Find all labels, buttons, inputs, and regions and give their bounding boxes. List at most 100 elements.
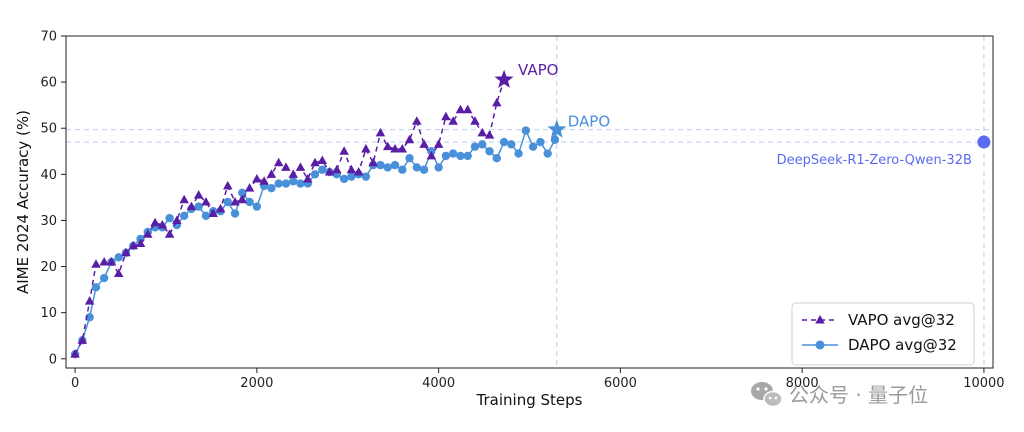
dapo-point	[507, 140, 516, 149]
legend-label-vapo: VAPO avg@32	[848, 311, 955, 329]
vapo-point	[462, 104, 473, 114]
dapo-point	[550, 135, 560, 144]
y-tick-label: 10	[40, 306, 57, 321]
x-tick-label: 0	[71, 376, 79, 391]
dapo-point	[383, 163, 392, 172]
legend-marker-vapo	[815, 315, 825, 324]
legend-item-vapo: VAPO avg@32	[802, 311, 955, 329]
dapo-point	[230, 209, 240, 218]
vapo-point	[332, 164, 342, 174]
vapo-point	[375, 127, 386, 137]
dapo-point	[201, 211, 211, 221]
vapo-point	[310, 157, 320, 167]
vapo-line	[74, 79, 505, 355]
dapo-point	[179, 211, 189, 221]
vapo-point	[346, 164, 357, 174]
dapo-point	[318, 165, 327, 174]
dapo-point	[528, 142, 538, 151]
dapo-point	[223, 197, 232, 207]
dapo-point	[347, 172, 356, 181]
legend-item-dapo: DAPO avg@32	[802, 336, 957, 354]
series-layer	[70, 69, 991, 359]
vapo-point	[404, 134, 415, 144]
vapo-point	[470, 116, 480, 125]
dapo-point	[412, 163, 422, 172]
dapo-point	[470, 142, 480, 151]
vapo-point	[266, 169, 277, 178]
vapo-point	[448, 116, 458, 125]
vapo-point	[237, 194, 248, 204]
vapo-point	[288, 169, 298, 178]
dapo-point	[361, 172, 371, 181]
vapo-point	[106, 256, 117, 266]
dapo-point	[99, 273, 109, 283]
y-tick-label: 30	[40, 214, 57, 229]
dapo-point	[478, 140, 487, 149]
vapo-point	[492, 97, 502, 107]
vapo-point	[99, 256, 109, 266]
dapo-point	[194, 202, 203, 211]
vapo-point	[390, 143, 400, 153]
dapo-annotation: DAPO	[568, 113, 610, 131]
vapo-point	[295, 162, 306, 171]
vapo-point	[121, 247, 131, 257]
dapo-point	[499, 137, 509, 147]
vapo-point	[128, 240, 139, 250]
dapo-point	[114, 253, 123, 262]
dapo-point	[448, 149, 458, 158]
vapo-point	[244, 183, 255, 192]
vapo-point	[77, 335, 88, 344]
dapo-point	[165, 213, 174, 223]
dapo-point	[252, 202, 262, 211]
dapo-point	[238, 188, 247, 197]
vapo-point	[397, 143, 408, 153]
vapo-point	[223, 180, 233, 190]
vapo-point	[91, 259, 101, 268]
x-tick-label: 8000	[786, 376, 819, 391]
vapo-final-star	[494, 69, 514, 88]
dapo-point	[405, 153, 414, 163]
watermark: 公众号 · 量子位	[751, 382, 928, 408]
x-tick-label: 10000	[963, 376, 1004, 391]
vapo-point	[317, 155, 328, 164]
dapo-point	[274, 179, 283, 188]
y-tick-label: 60	[40, 76, 57, 91]
dapo-final-star	[547, 119, 567, 138]
vapo-point	[164, 229, 175, 238]
dapo-point	[91, 283, 101, 292]
vapo-point	[259, 176, 269, 185]
axes: 0 2000 4000 6000 8000 10000 0 10 20 30 40 50 60 70 Tra…	[14, 30, 1005, 410]
vapo-point	[113, 268, 124, 277]
deepseek-annotation: DeepSeek-R1-Zero-Qwen-32B	[777, 153, 972, 168]
vapo-point	[143, 229, 153, 238]
vapo-point	[84, 296, 95, 305]
vapo-point	[201, 197, 211, 206]
vapo-point	[324, 167, 335, 176]
dapo-point	[492, 153, 501, 163]
watermark-text: 公众号 · 量子位	[789, 383, 928, 407]
vapo-point	[302, 173, 313, 183]
x-tick-label: 6000	[604, 376, 637, 391]
y-axis-title: AIME 2024 Accuracy (%)	[14, 110, 32, 294]
x-tick-label: 2000	[240, 376, 273, 391]
dapo-point	[456, 151, 465, 161]
x-axis-title: Training Steps	[476, 391, 583, 409]
vapo-point	[186, 201, 197, 211]
legend-marker-dapo	[815, 340, 825, 350]
wechat-icon	[751, 382, 783, 408]
dapo-point	[514, 149, 523, 158]
vapo-annotation: VAPO	[518, 61, 558, 79]
dapo-point	[536, 137, 545, 147]
vapo-point	[433, 139, 444, 148]
vapo-point	[419, 139, 429, 148]
dapo-point	[310, 170, 320, 179]
legend-label-dapo: DAPO avg@32	[848, 336, 957, 354]
vapo-point	[441, 111, 451, 121]
vapo-point	[339, 146, 349, 155]
vapo-point	[252, 173, 262, 183]
y-tick-label: 20	[40, 260, 57, 275]
legend-box	[791, 302, 975, 366]
vapo-point	[273, 157, 284, 167]
y-tick-label: 0	[49, 352, 57, 367]
dapo-point	[463, 151, 472, 161]
